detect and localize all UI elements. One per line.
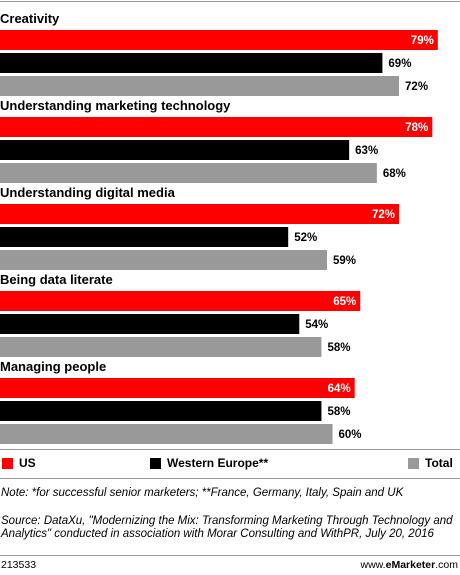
bar-managing-people-western-europe bbox=[0, 401, 322, 421]
category-label-being-data-literate: Being data literate bbox=[0, 272, 113, 287]
bar-understanding-digital-media-us bbox=[0, 204, 400, 224]
legend-label-us: US bbox=[19, 456, 36, 470]
bar-understanding-marketing-technology-total bbox=[0, 163, 377, 183]
legend-item-western-europe: Western Europe** bbox=[150, 455, 268, 471]
legend-swatch-total bbox=[408, 457, 419, 469]
chart-source: Source: DataXu, "Modernizing the Mix: Tr… bbox=[1, 515, 453, 540]
value-label-being-data-literate-western-europe: 54% bbox=[305, 319, 328, 331]
site-prefix: www. bbox=[360, 559, 386, 571]
value-label-understanding-digital-media-us: 72% bbox=[372, 209, 395, 221]
bar-creativity-total bbox=[0, 76, 400, 96]
bar-creativity-us bbox=[0, 30, 438, 50]
notes-top-rule bbox=[0, 478, 460, 479]
chart-id: 213533 bbox=[1, 559, 37, 571]
legend-item-us: US bbox=[2, 455, 36, 471]
legend-label-western-europe: Western Europe** bbox=[167, 456, 269, 470]
legend-item-total: Total bbox=[408, 455, 453, 471]
value-label-being-data-literate-us: 65% bbox=[333, 296, 356, 308]
site-url: www.eMarketer.com bbox=[361, 559, 458, 571]
value-label-creativity-western-europe: 69% bbox=[388, 58, 411, 70]
value-label-creativity-us: 79% bbox=[411, 35, 434, 47]
value-label-understanding-marketing-technology-us: 78% bbox=[405, 122, 428, 134]
category-label-managing-people: Managing people bbox=[0, 359, 106, 374]
category-label-creativity: Creativity bbox=[0, 11, 60, 26]
bar-being-data-literate-us bbox=[0, 291, 361, 311]
chart-note: Note: *for successful senior marketers; … bbox=[1, 487, 404, 499]
category-label-understanding-digital-media: Understanding digital media bbox=[0, 185, 176, 200]
bar-understanding-marketing-technology-western-europe bbox=[0, 140, 350, 160]
bar-being-data-literate-total bbox=[0, 337, 322, 357]
value-label-managing-people-total: 60% bbox=[339, 429, 362, 441]
value-label-understanding-marketing-technology-total: 68% bbox=[383, 168, 406, 180]
value-label-managing-people-us: 64% bbox=[328, 383, 351, 395]
legend-swatch-us bbox=[2, 457, 13, 469]
bar-managing-people-us bbox=[0, 378, 355, 398]
value-label-understanding-digital-media-total: 59% bbox=[333, 255, 356, 267]
category-label-understanding-marketing-technology: Understanding marketing technology bbox=[0, 98, 231, 113]
value-label-understanding-digital-media-western-europe: 52% bbox=[294, 232, 317, 244]
legend-swatch-western-europe bbox=[150, 457, 161, 469]
value-label-creativity-total: 72% bbox=[405, 81, 428, 93]
legend-top-rule bbox=[0, 449, 460, 450]
bar-being-data-literate-western-europe bbox=[0, 314, 300, 334]
top-rule bbox=[0, 1, 460, 2]
bar-chart: Creativity 79%69% 72% Understanding marketi… bbox=[0, 11, 438, 444]
bar-understanding-marketing-technology-us bbox=[0, 117, 433, 137]
site-brand: eMarketer bbox=[385, 559, 436, 571]
bar-creativity-western-europe bbox=[0, 53, 383, 73]
value-label-managing-people-western-europe: 58% bbox=[327, 406, 350, 418]
bar-understanding-digital-media-western-europe bbox=[0, 227, 289, 247]
bar-understanding-digital-media-total bbox=[0, 250, 327, 270]
site-suffix: .com bbox=[435, 559, 458, 571]
legend: US Western Europe** Total bbox=[0, 455, 460, 471]
bar-managing-people-total bbox=[0, 424, 333, 444]
legend-label-total: Total bbox=[425, 456, 453, 470]
value-label-understanding-marketing-technology-western-europe: 63% bbox=[355, 145, 378, 157]
footer-rule bbox=[0, 555, 460, 556]
value-label-being-data-literate-total: 58% bbox=[327, 342, 350, 354]
